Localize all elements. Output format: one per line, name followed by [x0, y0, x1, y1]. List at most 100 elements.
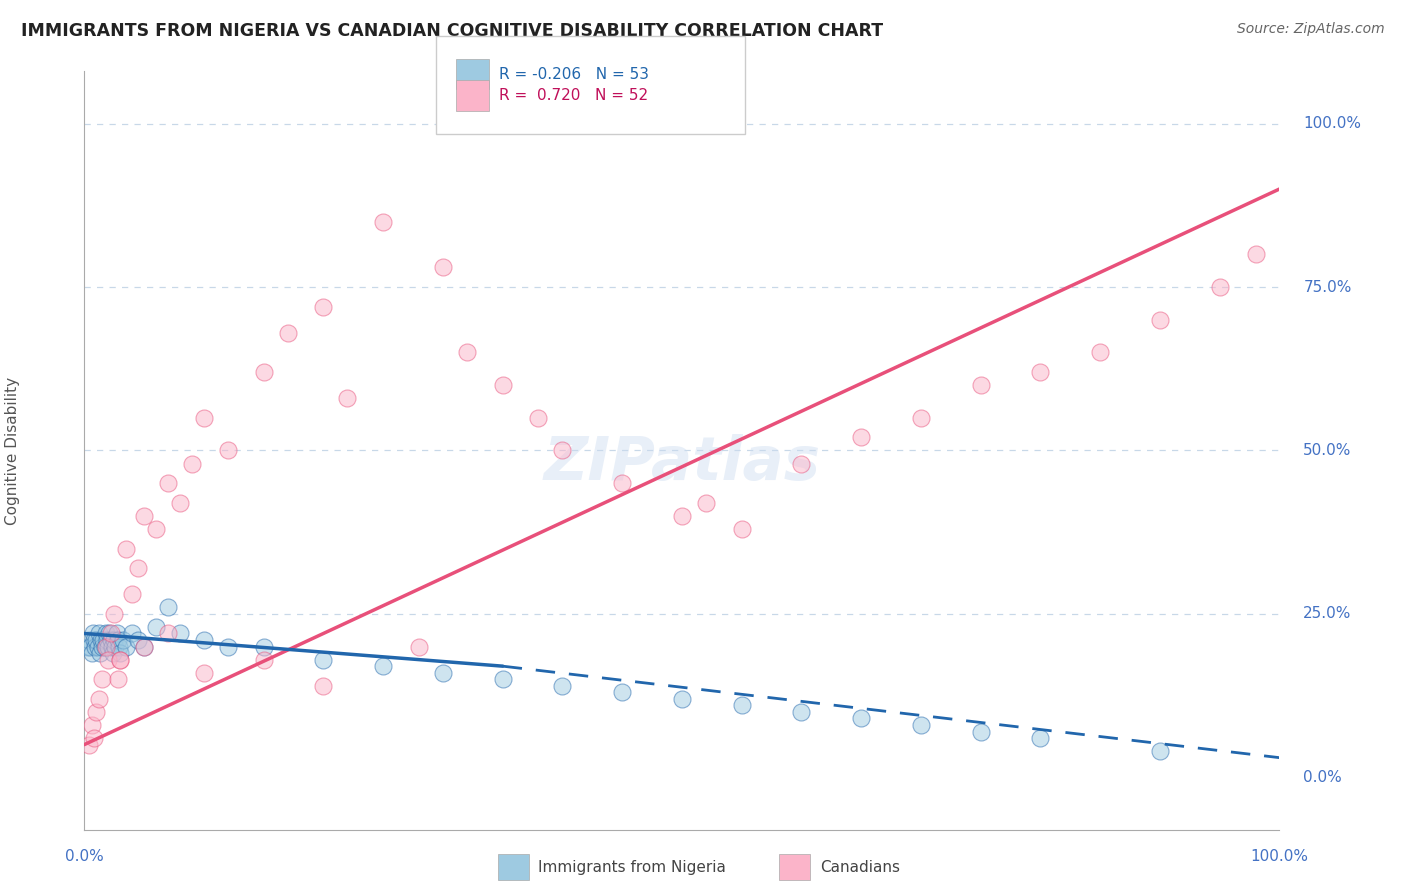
Point — [98, 626, 121, 640]
Point — [336, 391, 359, 405]
Point — [312, 300, 335, 314]
Point — [103, 633, 125, 648]
Point — [93, 633, 115, 648]
Point — [91, 640, 114, 654]
Point — [77, 633, 100, 648]
Point — [1149, 744, 1171, 758]
Point — [253, 365, 276, 379]
Point — [132, 508, 156, 523]
Point — [432, 260, 454, 275]
Text: 50.0%: 50.0% — [1303, 443, 1351, 458]
Point — [851, 711, 873, 725]
Point — [97, 640, 120, 654]
Point — [157, 626, 180, 640]
Point — [253, 640, 276, 654]
Point — [93, 640, 115, 654]
Point — [91, 672, 114, 686]
Point — [115, 640, 138, 654]
Point — [1029, 731, 1052, 745]
Point — [89, 646, 111, 660]
Point — [115, 541, 138, 556]
Point — [121, 626, 143, 640]
Point — [169, 496, 191, 510]
Point — [96, 633, 118, 648]
Point — [145, 620, 167, 634]
Point — [970, 378, 993, 392]
Text: R =  0.720   N = 52: R = 0.720 N = 52 — [499, 88, 648, 103]
Text: 75.0%: 75.0% — [1303, 279, 1351, 294]
Point — [671, 508, 693, 523]
Point — [408, 640, 430, 654]
Point — [127, 561, 149, 575]
Point — [551, 443, 574, 458]
Point — [82, 626, 104, 640]
Point — [527, 410, 550, 425]
Point — [373, 215, 395, 229]
Point — [169, 626, 191, 640]
Point — [157, 476, 180, 491]
Text: Source: ZipAtlas.com: Source: ZipAtlas.com — [1237, 22, 1385, 37]
Point — [132, 640, 156, 654]
Point — [103, 607, 125, 621]
Point — [83, 633, 105, 648]
Point — [790, 457, 813, 471]
Point — [83, 731, 105, 745]
Point — [105, 626, 128, 640]
Point — [612, 476, 634, 491]
Point — [671, 691, 693, 706]
Point — [86, 633, 108, 648]
Text: Canadians: Canadians — [820, 860, 900, 874]
Point — [110, 652, 132, 666]
Point — [731, 698, 754, 713]
Point — [492, 672, 515, 686]
Point — [94, 640, 117, 654]
Point — [87, 626, 110, 640]
Point — [373, 659, 395, 673]
Point — [456, 345, 478, 359]
Point — [217, 443, 239, 458]
Point — [101, 646, 124, 660]
Point — [110, 646, 132, 660]
Point — [80, 646, 103, 660]
Point — [121, 587, 143, 601]
Point — [100, 633, 122, 648]
Point — [551, 679, 574, 693]
Point — [277, 326, 299, 340]
Point — [695, 496, 717, 510]
Text: 25.0%: 25.0% — [1303, 607, 1351, 622]
Point — [100, 626, 122, 640]
Text: Immigrants from Nigeria: Immigrants from Nigeria — [538, 860, 727, 874]
Point — [145, 522, 167, 536]
Point — [79, 640, 101, 654]
Point — [1029, 365, 1052, 379]
Text: 100.0%: 100.0% — [1250, 849, 1309, 864]
Point — [970, 724, 993, 739]
Point — [910, 410, 932, 425]
Point — [253, 652, 276, 666]
Point — [90, 633, 112, 648]
Point — [432, 665, 454, 680]
Point — [107, 633, 129, 648]
Text: 0.0%: 0.0% — [1303, 770, 1343, 785]
Point — [193, 410, 215, 425]
Point — [94, 626, 117, 640]
Point — [217, 640, 239, 654]
Point — [77, 640, 100, 654]
Point — [312, 679, 335, 693]
Point — [157, 600, 180, 615]
Point — [80, 718, 103, 732]
Point — [1149, 312, 1171, 326]
Point — [910, 718, 932, 732]
Point — [107, 672, 129, 686]
Point — [86, 640, 108, 654]
Point — [1244, 247, 1267, 261]
Point — [97, 652, 120, 666]
Point — [127, 633, 149, 648]
Point — [1090, 345, 1112, 359]
Point — [193, 633, 215, 648]
Point — [1209, 280, 1232, 294]
Point — [851, 430, 873, 444]
Point — [86, 705, 108, 719]
Text: Cognitive Disability: Cognitive Disability — [6, 376, 20, 524]
Point — [101, 640, 124, 654]
